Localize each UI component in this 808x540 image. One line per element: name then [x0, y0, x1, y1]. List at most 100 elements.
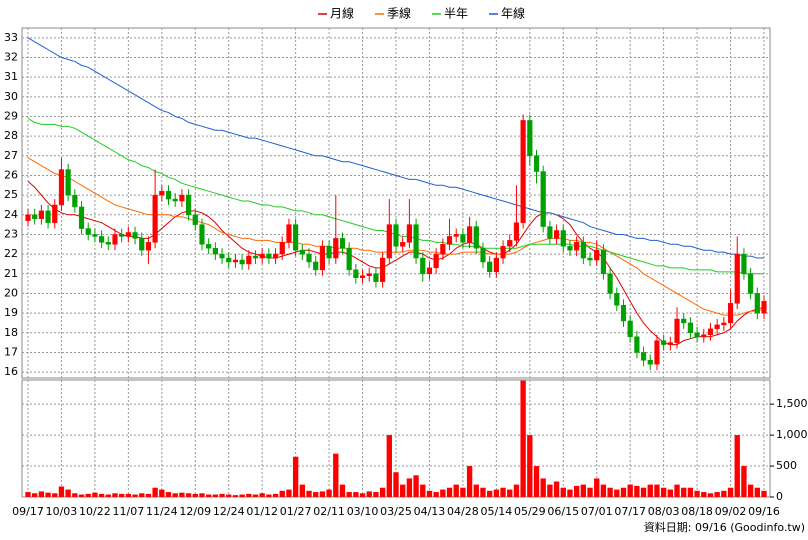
- x-tick-label: 08/03: [648, 505, 680, 518]
- candle-body: [299, 249, 305, 255]
- volume-bar: [573, 485, 580, 497]
- volume-bar: [139, 493, 145, 497]
- candle-body: [533, 155, 540, 172]
- volume-bar: [319, 491, 326, 497]
- volume-bar: [185, 493, 192, 497]
- x-tick-label: 12/09: [179, 505, 211, 518]
- candle-body: [179, 194, 185, 202]
- volume-bar: [259, 493, 265, 497]
- volume-bar: [72, 493, 78, 497]
- volume-bar: [339, 484, 346, 497]
- candle-body: [266, 253, 272, 259]
- candle-body: [647, 360, 653, 365]
- candle-body: [373, 273, 379, 282]
- volume-bar: [366, 491, 372, 497]
- volume-bar: [580, 484, 587, 497]
- candle-body: [313, 261, 319, 271]
- candle-body: [620, 304, 627, 322]
- volume-bar: [112, 493, 118, 497]
- volume-bar: [466, 466, 473, 497]
- candle-body: [600, 249, 607, 275]
- candle-body: [219, 253, 225, 259]
- candle-body: [580, 242, 586, 259]
- y-tick-label: 25: [4, 188, 18, 201]
- y-tick-label: 24: [4, 208, 18, 221]
- candle-body: [279, 242, 285, 255]
- candle-body: [119, 234, 125, 237]
- candle-body: [165, 190, 172, 200]
- y-tick-label: 30: [4, 90, 18, 103]
- volume-bar: [547, 484, 553, 497]
- candle-body: [353, 269, 359, 278]
- volume-bar: [747, 484, 754, 497]
- volume-bar: [118, 493, 125, 497]
- volume-bar: [413, 475, 419, 497]
- volume-bar: [694, 490, 700, 497]
- x-tick-label: 11/24: [146, 505, 178, 518]
- candle-body: [185, 194, 192, 216]
- candle-body: [741, 253, 747, 275]
- candle-body: [259, 253, 265, 259]
- volume-bar: [420, 484, 426, 497]
- ma-line: [27, 180, 765, 346]
- x-tick-label: 09/02: [715, 505, 747, 518]
- candle-body: [326, 246, 332, 259]
- legend-label: 季線: [387, 6, 411, 21]
- volume-bar: [727, 487, 734, 497]
- candle-body: [574, 242, 580, 251]
- y-tick-label: 33: [4, 31, 18, 44]
- volume-bar: [125, 493, 132, 497]
- volume-bar: [386, 435, 392, 497]
- candle-body: [493, 257, 499, 273]
- candle-body: [426, 267, 433, 275]
- y-tick-label: 23: [4, 227, 18, 240]
- volume-bar: [500, 487, 506, 497]
- candle-body: [594, 249, 600, 261]
- volume-bar: [567, 489, 573, 497]
- candle-body: [206, 244, 212, 249]
- candle-body: [553, 230, 560, 239]
- candle-body: [38, 210, 44, 219]
- candle-body: [453, 234, 459, 237]
- volume-bar: [473, 484, 479, 497]
- volume-bar: [172, 493, 178, 497]
- y-tick-label: 18: [4, 326, 18, 339]
- volume-bar: [406, 478, 413, 497]
- legend-label: 半年: [444, 7, 468, 21]
- volume-bar: [660, 487, 667, 497]
- candle-body: [359, 275, 366, 278]
- candle-body: [58, 169, 65, 206]
- volume-bar: [614, 489, 620, 497]
- candle-body: [587, 257, 593, 261]
- candle-body: [446, 236, 453, 245]
- volume-bar: [326, 489, 332, 497]
- volume-bar: [507, 489, 513, 497]
- footer-note: 資料日期: 09/16 (Goodinfo.tw): [644, 520, 805, 534]
- x-tick-label: 04/13: [414, 505, 446, 518]
- y-tick-label: 21: [4, 267, 18, 280]
- candle-body: [386, 224, 392, 259]
- candle-body: [152, 194, 158, 243]
- candle-body: [460, 234, 466, 243]
- x-tick-label: 11/07: [113, 505, 145, 518]
- volume-bar: [426, 490, 433, 497]
- candle-body: [232, 259, 239, 263]
- candle-body: [85, 228, 91, 235]
- volume-bar: [674, 484, 680, 497]
- volume-bar: [192, 493, 198, 497]
- candle-body: [199, 224, 205, 245]
- volume-bar: [681, 487, 687, 497]
- candle-body: [45, 210, 51, 223]
- volume-bar: [620, 487, 627, 497]
- x-tick-label: 01/12: [246, 505, 278, 518]
- volume-bar: [145, 493, 152, 497]
- candle-body: [52, 204, 58, 223]
- candle-body: [25, 214, 31, 221]
- x-tick-label: 02/11: [313, 505, 345, 518]
- candle-body: [420, 257, 426, 275]
- x-tick-label: 08/18: [681, 505, 713, 518]
- candle-body: [159, 190, 165, 196]
- legend-label: 月線: [330, 6, 354, 21]
